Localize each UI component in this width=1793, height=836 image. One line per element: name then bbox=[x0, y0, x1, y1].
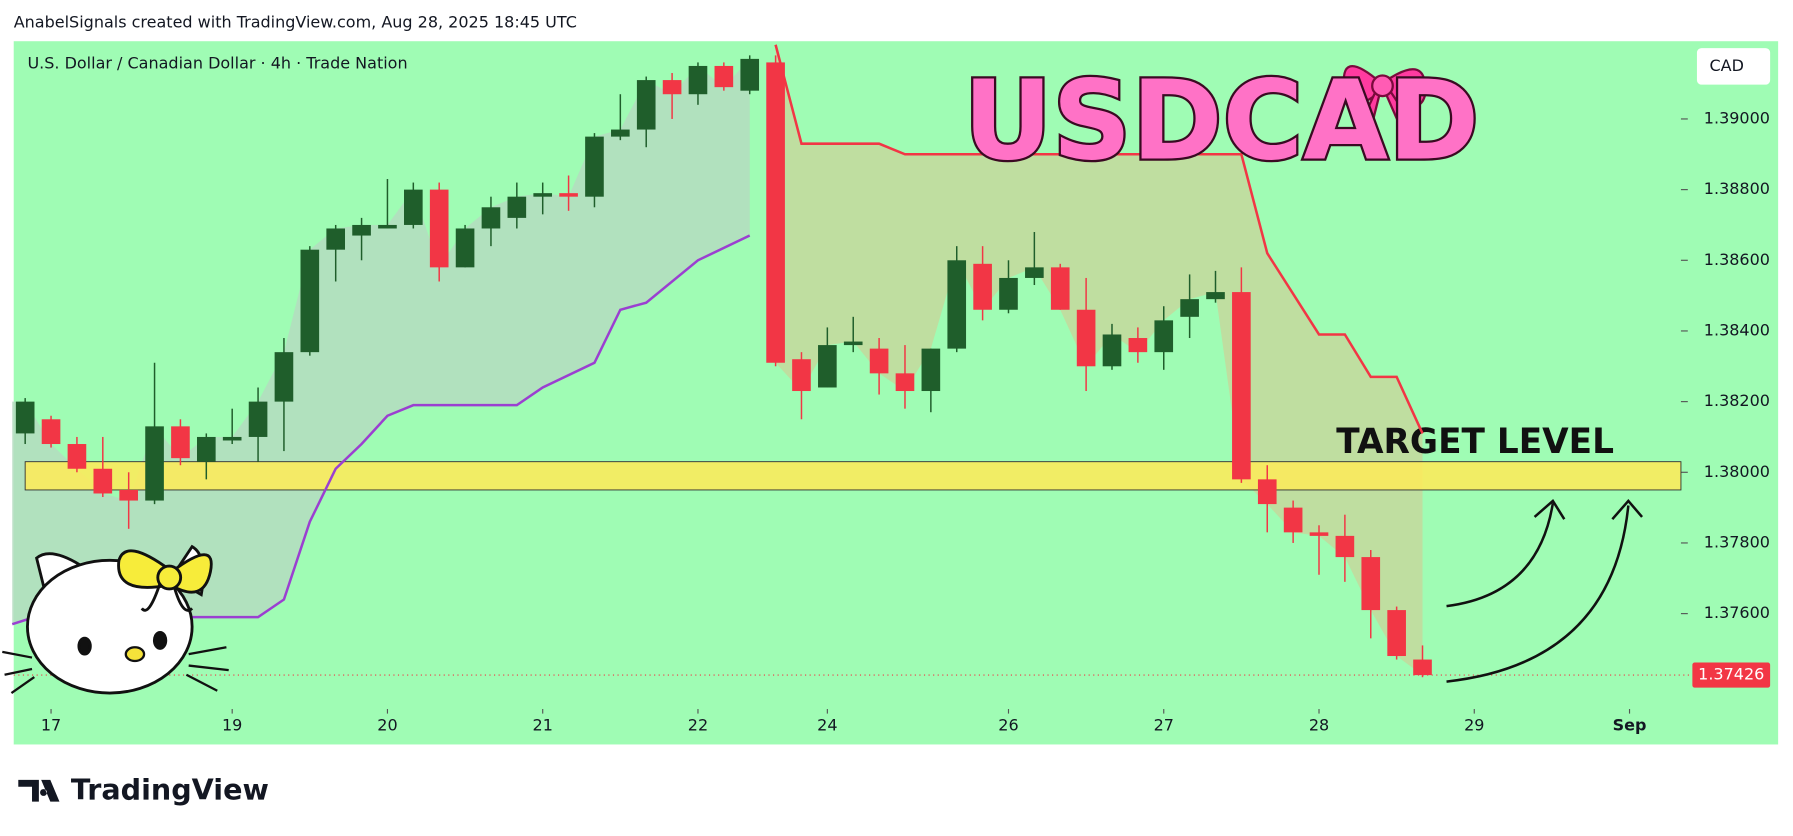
candle-body bbox=[455, 228, 475, 268]
y-tick-label: 1.39000 bbox=[1704, 108, 1770, 127]
candle-body bbox=[559, 193, 578, 197]
candle-body bbox=[274, 352, 294, 402]
y-tick-label: 1.37600 bbox=[1704, 603, 1770, 622]
candle-body bbox=[1361, 557, 1381, 611]
x-tick-label: 29 bbox=[1464, 716, 1484, 735]
candle-body bbox=[921, 348, 941, 392]
candle-body bbox=[1309, 532, 1329, 536]
candle-body bbox=[481, 207, 501, 229]
y-tick-label: 1.38400 bbox=[1704, 320, 1770, 339]
brand-logo bbox=[18, 779, 60, 802]
x-tick-label: 20 bbox=[377, 716, 397, 735]
y-tick-label: 1.38200 bbox=[1704, 391, 1770, 410]
candle-body bbox=[404, 189, 423, 225]
x-tick-label: 21 bbox=[533, 716, 553, 735]
candle-body bbox=[15, 401, 35, 434]
x-tick-label: Sep bbox=[1613, 716, 1647, 735]
target-label: TARGET LEVEL bbox=[1336, 422, 1614, 462]
candle-body bbox=[1257, 479, 1277, 505]
target-zone bbox=[24, 461, 1682, 491]
candle-body bbox=[222, 436, 242, 441]
chart-title: U.S. Dollar / Canadian Dollar · 4h · Tra… bbox=[27, 54, 407, 73]
y-tick-label: 1.38000 bbox=[1704, 462, 1770, 481]
candle-body bbox=[1154, 320, 1174, 353]
candle-body bbox=[611, 129, 630, 137]
y-tick-label: 1.38600 bbox=[1704, 250, 1770, 269]
candle-body bbox=[740, 58, 760, 91]
chart-annotation: USDCAD bbox=[963, 56, 1479, 184]
currency-box bbox=[1696, 48, 1771, 85]
x-tick-label: 19 bbox=[222, 716, 242, 735]
candle-body bbox=[378, 224, 397, 229]
candle-body bbox=[1128, 338, 1148, 353]
brand-name: TradingView bbox=[71, 772, 269, 806]
candle-body bbox=[196, 436, 216, 462]
x-tick-label: 26 bbox=[998, 716, 1018, 735]
candle-body bbox=[1025, 267, 1044, 278]
plot-area: 1.37600 1.37800 1.38000 1.38200 1.38400 1.386… bbox=[11, 44, 1771, 735]
candle-body bbox=[41, 419, 61, 445]
candle-body bbox=[1102, 334, 1122, 367]
candle-body bbox=[1180, 299, 1199, 317]
candle-body bbox=[1335, 535, 1355, 558]
x-tick-label: 17 bbox=[41, 716, 61, 735]
candle-body bbox=[119, 489, 138, 501]
x-tick-label: 28 bbox=[1309, 716, 1329, 735]
currency-label: CAD bbox=[1709, 56, 1743, 75]
candle-body bbox=[507, 196, 527, 218]
candle-body bbox=[714, 65, 734, 88]
candle-body bbox=[171, 426, 190, 459]
candle-body bbox=[585, 136, 604, 197]
x-tick-label: 22 bbox=[688, 716, 708, 735]
candle-body bbox=[947, 260, 967, 349]
last-price-label: 1.37426 bbox=[1698, 665, 1764, 684]
candle-body bbox=[792, 359, 811, 392]
candle-body bbox=[93, 468, 113, 494]
candle-body bbox=[869, 348, 889, 374]
candle-body bbox=[895, 373, 915, 392]
candle-body bbox=[429, 189, 449, 268]
x-tick-label: 27 bbox=[1154, 716, 1174, 735]
arrow-decoration bbox=[1446, 498, 1644, 683]
candle-body bbox=[145, 426, 164, 501]
candle-body bbox=[67, 444, 87, 469]
candle-body bbox=[1206, 292, 1225, 300]
candle-body bbox=[688, 65, 708, 95]
candle-body bbox=[1283, 507, 1303, 533]
candle-body bbox=[818, 345, 837, 388]
bow-decoration bbox=[1342, 64, 1427, 133]
trend-fill bbox=[775, 44, 1423, 676]
y-tick-label: 1.38800 bbox=[1704, 179, 1770, 198]
candle-body bbox=[326, 228, 346, 250]
candle-body bbox=[352, 224, 371, 236]
candle-body bbox=[766, 62, 785, 363]
kitty-decoration bbox=[2, 544, 229, 695]
candle-body bbox=[300, 249, 320, 353]
candle-body bbox=[1387, 610, 1406, 657]
band-line bbox=[11, 234, 751, 626]
candle-body bbox=[1050, 267, 1070, 310]
candle-body bbox=[248, 401, 268, 437]
candle-body bbox=[843, 341, 863, 346]
candle-body bbox=[662, 80, 682, 95]
candle-body bbox=[533, 193, 553, 197]
candle-body bbox=[999, 277, 1018, 310]
candle-body bbox=[1413, 659, 1432, 676]
candle-body bbox=[973, 263, 992, 310]
header: AnabelSignals created with TradingView.c… bbox=[14, 12, 577, 31]
last-price-box bbox=[1692, 662, 1771, 688]
x-tick-label: 24 bbox=[817, 716, 837, 735]
candle-body bbox=[636, 80, 656, 130]
band-line bbox=[774, 44, 1424, 434]
y-tick-label: 1.37800 bbox=[1704, 532, 1770, 551]
candle-body bbox=[1232, 292, 1251, 480]
candle-body bbox=[1076, 309, 1096, 367]
